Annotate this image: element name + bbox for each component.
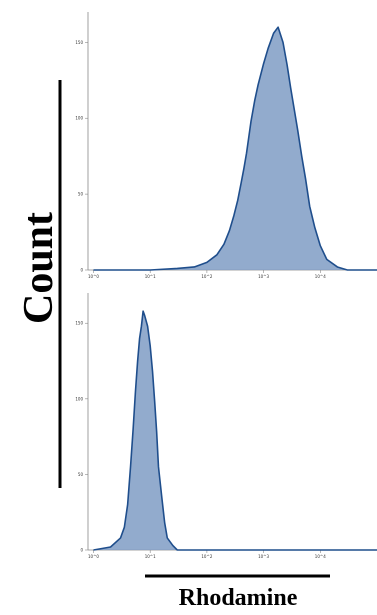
x-tick-label: 10^4 [315,554,326,559]
histogram-outline [93,310,377,551]
y-tick-label: 50 [78,192,84,197]
x-tick-label: 10^1 [145,554,156,559]
y-tick-label: 150 [75,321,83,326]
y-tick-label: 100 [75,396,83,401]
y-tick-label: 150 [75,40,83,45]
y-tick-label: 50 [78,472,84,477]
x-tick-label: 10^1 [145,274,156,279]
histogram-fill [93,27,377,270]
y-tick-label: 0 [80,548,83,553]
top-histogram-panel: 0 50 100 150 10^0 10^1 10^2 10^3 10^4 [75,12,377,279]
y-axis-label: Count [16,212,62,324]
x-axis-label: Rhodamine [179,585,298,611]
y-tick-label: 100 [75,116,83,121]
histogram-fill [93,311,377,550]
histogram-outline [93,26,377,271]
x-tick-label: 10^0 [88,274,99,279]
bottom-histogram-panel: 0 50 100 150 10^0 10^1 10^2 10^3 10^4 [75,293,377,559]
x-tick-label: 10^2 [201,554,212,559]
x-tick-label: 10^4 [315,274,326,279]
x-tick-label: 10^2 [201,274,212,279]
x-tick-label: 10^3 [258,274,269,279]
x-tick-label: 10^0 [88,554,99,559]
y-tick-label: 0 [80,268,83,273]
x-tick-label: 10^3 [258,554,269,559]
